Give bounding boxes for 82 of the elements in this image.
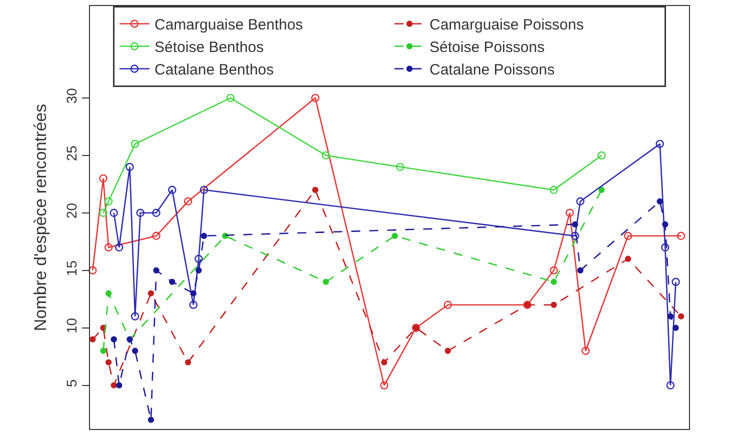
point	[148, 290, 154, 296]
point	[105, 359, 112, 366]
legend-label: Catalane Poissons	[430, 62, 555, 79]
point	[196, 267, 202, 274]
point	[152, 208, 160, 217]
point	[667, 313, 674, 320]
point	[598, 186, 605, 194]
point	[194, 254, 203, 263]
point	[115, 243, 124, 252]
point	[200, 232, 208, 239]
point	[148, 416, 154, 423]
point	[130, 140, 140, 148]
point	[184, 197, 192, 206]
point	[672, 278, 680, 286]
point	[99, 208, 108, 217]
point	[582, 346, 590, 355]
point	[100, 348, 106, 354]
point	[190, 290, 196, 296]
point	[322, 278, 329, 285]
y-axis-title: Nombre d'espèce rencontrées	[30, 104, 50, 332]
point	[105, 290, 112, 296]
legend-label: Sétoise Benthos	[154, 39, 264, 56]
point	[576, 197, 584, 206]
point	[380, 381, 388, 390]
point	[550, 186, 558, 194]
point	[381, 359, 388, 366]
point	[444, 300, 452, 309]
point	[656, 198, 663, 205]
point	[169, 278, 176, 285]
point	[577, 267, 584, 274]
point	[116, 382, 122, 388]
y-tick-label: 5	[63, 379, 80, 388]
y-tick-label: 15	[63, 260, 80, 276]
legend-label: Sétoise Poissons	[430, 39, 545, 56]
point	[550, 278, 557, 285]
point	[666, 381, 675, 390]
point	[189, 300, 198, 309]
point	[396, 162, 404, 172]
point	[126, 162, 134, 172]
point	[656, 140, 664, 148]
point	[110, 382, 117, 388]
point	[88, 266, 97, 274]
point	[672, 324, 679, 331]
legend-label: Catalane Benthos	[154, 62, 274, 79]
point	[110, 208, 118, 217]
point	[153, 267, 160, 274]
point	[676, 232, 686, 240]
point	[322, 151, 330, 160]
point	[624, 256, 632, 262]
y-tick-label: 20	[63, 202, 80, 219]
point	[444, 348, 451, 354]
point	[90, 336, 96, 342]
legend-label: Camarguaise Poissons	[430, 16, 584, 34]
point	[226, 94, 235, 102]
point	[311, 94, 320, 102]
y-tick-label: 30	[63, 88, 80, 104]
point	[550, 302, 557, 308]
point	[566, 208, 574, 217]
y-tick-label: 10	[63, 318, 80, 334]
point	[104, 197, 113, 206]
point	[597, 151, 606, 160]
point	[392, 232, 398, 239]
point	[550, 266, 558, 274]
point	[168, 186, 176, 194]
point	[130, 312, 140, 320]
y-tick-label: 25	[63, 145, 80, 162]
point	[661, 243, 670, 252]
point	[184, 359, 192, 366]
point	[572, 221, 578, 228]
point	[200, 186, 208, 194]
point	[110, 336, 117, 342]
point	[132, 348, 138, 354]
point	[662, 221, 668, 228]
point	[678, 313, 684, 320]
point	[104, 243, 113, 252]
point	[152, 232, 160, 240]
point	[312, 186, 318, 194]
point	[136, 208, 144, 217]
point	[624, 232, 632, 240]
legend-label: Camarguaise Benthos	[154, 16, 303, 34]
point	[99, 174, 108, 183]
point	[570, 232, 580, 240]
